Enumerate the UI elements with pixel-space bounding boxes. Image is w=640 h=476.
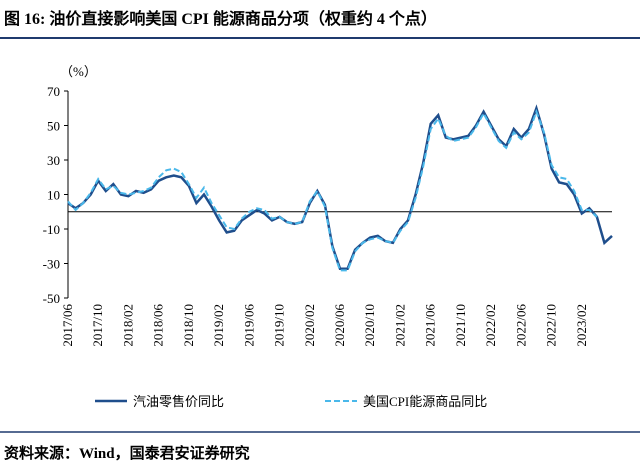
y-tick-label: -50 xyxy=(43,291,60,306)
y-tick-label: 10 xyxy=(47,188,60,203)
series-line xyxy=(67,108,598,272)
x-tick-label: 2020/10 xyxy=(362,304,377,347)
x-tick-label: 2019/06 xyxy=(241,304,256,347)
x-tick-label: 2022/06 xyxy=(513,304,528,347)
x-tick-label: 2023/02 xyxy=(574,304,589,347)
x-tick-label: 2017/10 xyxy=(90,304,105,347)
x-tick-label: 2020/02 xyxy=(302,304,317,347)
y-tick-label: -10 xyxy=(43,222,60,237)
y-tick-label: 30 xyxy=(47,153,60,168)
y-tick-label: 70 xyxy=(47,84,60,99)
x-tick-label: 2019/10 xyxy=(272,304,287,347)
chart-title: 图 16: 油价直接影响美国 CPI 能源商品分项（权重约 4 个点） xyxy=(4,9,437,28)
legend-label: 汽油零售价同比 xyxy=(133,394,224,409)
x-tick-label: 2021/10 xyxy=(453,304,468,347)
x-tick-label: 2021/02 xyxy=(392,304,407,347)
series-line xyxy=(67,104,613,270)
y-axis-label: （%） xyxy=(60,64,97,79)
x-tick-label: 2020/06 xyxy=(332,304,347,347)
x-tick-label: 2018/06 xyxy=(151,304,166,347)
source: 资料来源：Wind，国泰君安证券研究 xyxy=(4,444,250,462)
x-tick-label: 2021/06 xyxy=(423,304,438,347)
legend-label: 美国CPI能源商品同比 xyxy=(363,394,487,409)
x-tick-label: 2022/10 xyxy=(544,304,559,347)
x-tick-label: 2022/02 xyxy=(483,304,498,347)
y-tick-label: -30 xyxy=(43,257,60,272)
y-tick-label: 50 xyxy=(47,119,60,134)
x-tick-label: 2018/10 xyxy=(181,304,196,347)
x-tick-label: 2018/02 xyxy=(120,304,135,347)
x-tick-label: 2017/06 xyxy=(60,304,75,347)
x-tick-label: 2019/02 xyxy=(211,304,226,347)
